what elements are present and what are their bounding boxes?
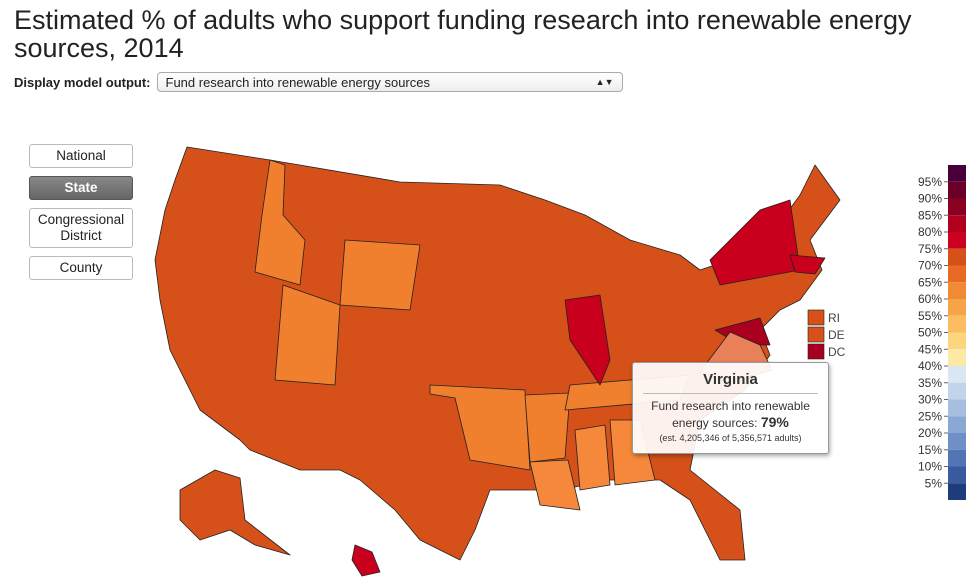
tooltip-text: Fund research into renewable energy sour… [633, 398, 828, 431]
state[interactable] [529, 459, 581, 511]
legend-swatch [948, 315, 966, 333]
legend-swatch [948, 416, 966, 433]
tooltip-label: Fund research into renewable energy sour… [651, 399, 810, 430]
legend-swatch [948, 433, 966, 450]
small-state-label: RI [828, 311, 840, 325]
legend-swatch [948, 466, 966, 484]
legend-tick-label: 65% [918, 275, 942, 289]
legend-tick-label: 15% [918, 443, 942, 457]
tooltip-title: Virginia [643, 371, 818, 394]
select-value: Fund research into renewable energy sour… [165, 74, 430, 90]
state[interactable] [524, 392, 571, 463]
legend-swatch [948, 399, 966, 417]
legend-tick-label: 85% [918, 208, 942, 222]
legend: 95% 90% 85% 80% 75% 70% 65% 60% 55% 50% 45% 40% 35% 3… [918, 165, 966, 500]
legend-swatch [948, 299, 966, 316]
legend-swatch [948, 332, 966, 350]
legend-swatch [948, 232, 966, 249]
legend-swatch [948, 449, 966, 467]
state[interactable] [179, 469, 291, 556]
geography-buttons: National State Congressional District Count… [29, 144, 133, 288]
control-label: Display model output: [14, 74, 151, 90]
us-states [154, 146, 841, 561]
small-state-label: DC [828, 345, 846, 359]
legend-swatch [948, 198, 966, 216]
legend-tick-label: 50% [918, 326, 942, 340]
legend-tick-label: 45% [918, 342, 942, 356]
geography-button[interactable]: County [29, 256, 133, 280]
legend-tick-label: 70% [918, 259, 942, 273]
legend-swatch [948, 349, 966, 366]
state[interactable] [274, 284, 341, 386]
tooltip-note: (est. 4,205,346 of 5,356,571 adults) [659, 433, 802, 443]
small-state-label: DE [828, 328, 845, 342]
geography-button[interactable]: Congressional District [29, 208, 133, 248]
tooltip-value: 79% [760, 414, 789, 430]
legend-tick-label: 60% [918, 292, 942, 306]
legend-swatch [948, 215, 966, 232]
legend-tick-label: 90% [918, 192, 942, 206]
small-state-swatch[interactable] [807, 343, 825, 360]
legend-tick-label: 20% [918, 426, 942, 440]
legend-swatch [948, 282, 966, 299]
legend-tick-label: 30% [918, 393, 942, 407]
legend-tick-label: 55% [918, 309, 942, 323]
state[interactable] [429, 384, 531, 471]
geography-button[interactable]: National [29, 144, 133, 168]
legend-swatch [948, 248, 966, 266]
legend-swatch [948, 483, 966, 500]
small-state-swatch[interactable] [807, 309, 825, 326]
state[interactable] [709, 199, 801, 286]
state[interactable] [789, 254, 826, 275]
state[interactable] [351, 544, 381, 577]
legend-tick-label: 25% [918, 409, 942, 423]
legend-tick-label: 80% [918, 225, 942, 239]
small-state-swatch[interactable] [807, 326, 825, 343]
tooltip: Virginia Fund research into renewable en… [632, 362, 829, 454]
state[interactable] [254, 159, 306, 286]
legend-swatch [948, 165, 966, 182]
legend-swatch [948, 265, 966, 283]
model-select[interactable]: Fund research into renewable energy sour… [156, 72, 623, 92]
legend-tick-label: 95% [918, 175, 942, 189]
title: Estimated % of adults who support fundin… [14, 5, 912, 63]
select-arrows: ▲▼ [595, 77, 614, 87]
state[interactable] [339, 239, 421, 311]
legend-tick-label: 10% [918, 460, 942, 474]
legend-swatch [948, 366, 966, 383]
legend-tick-label: 35% [918, 376, 942, 390]
small-states: RI DE DC [807, 309, 846, 360]
geography-button[interactable]: State [29, 176, 133, 200]
state[interactable] [564, 294, 611, 386]
legend-tick-label: 75% [918, 242, 942, 256]
legend-tick-label: 40% [918, 359, 942, 373]
legend-swatch [948, 181, 966, 199]
model-control: Display model output: Fund research into… [14, 72, 623, 92]
legend-tick-label: 5% [925, 476, 943, 490]
legend-swatch [948, 382, 966, 400]
state[interactable] [574, 424, 611, 491]
